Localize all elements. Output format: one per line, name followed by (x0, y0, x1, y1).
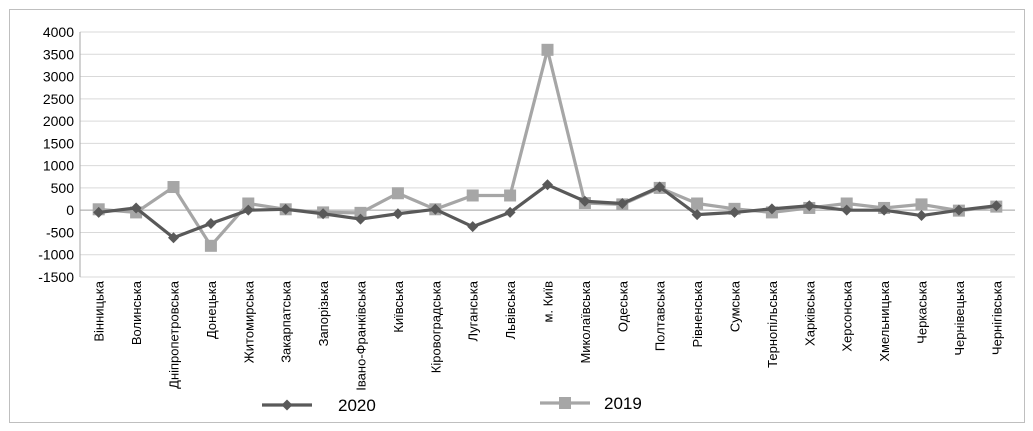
chart-frame (9, 9, 1025, 423)
x-tick-label: Донецька (204, 280, 219, 339)
data-point-2020 (317, 208, 329, 220)
legend-item-2019: 2019 (540, 394, 642, 413)
data-point-2020 (654, 181, 666, 193)
y-tick-label: 2500 (43, 91, 74, 107)
data-point-2019 (840, 197, 853, 210)
x-tick-label: Кіровоградська (428, 280, 443, 373)
x-tick-label: Луганська (466, 280, 481, 341)
legend-item-2020: 2020 (262, 396, 376, 415)
data-point-2019 (354, 206, 367, 219)
data-point-2020 (467, 221, 479, 233)
x-tick-label: Миколаївська (578, 280, 593, 363)
y-tick-label: 0 (66, 202, 74, 218)
gridlines (80, 31, 1015, 278)
data-point-2020 (429, 203, 441, 215)
x-tick-label: Тернопільська (765, 280, 780, 368)
x-tick-label: Київська (391, 280, 406, 332)
x-tick-label: Вінницька (92, 280, 107, 341)
data-point-2019 (691, 197, 704, 210)
y-tick-label: 4000 (43, 24, 74, 40)
y-tick-label: 500 (51, 180, 75, 196)
x-tick-label: Хмельницька (877, 280, 892, 361)
data-point-2020 (990, 200, 1002, 212)
y-tick-label: -1000 (38, 247, 74, 263)
data-point-2020 (616, 198, 628, 209)
series-line-2020 (98, 183, 997, 240)
x-tick-label: Запорізька (316, 280, 331, 346)
y-tick-label: -500 (46, 224, 74, 240)
x-tick-label: Рівненська (690, 280, 705, 347)
data-point-2019 (242, 197, 255, 210)
data-point-2020 (355, 213, 366, 225)
x-tick-label: Житомирська (241, 280, 256, 363)
data-point-2020 (542, 179, 553, 191)
x-tick-label: Харківська (802, 280, 817, 346)
x-tick-label: Дніпропетровська (167, 280, 182, 389)
data-point-2019 (466, 189, 479, 202)
data-point-2020 (242, 204, 254, 216)
x-tick-label: Івано-Франківська (354, 280, 369, 390)
x-tick-label: Сумська (728, 280, 743, 332)
data-point-2020 (392, 208, 404, 220)
x-tick-label: Львівська (503, 280, 518, 339)
y-axis: -1500 -1000 -500 0 500 1000 1500 2000 2500 3000 35… (38, 24, 81, 285)
data-point-2020 (579, 195, 591, 207)
x-tick-label: Волинська (129, 280, 144, 345)
data-point-2020 (168, 232, 179, 244)
data-point-2019 (915, 198, 928, 211)
x-tick-label: Чернігівська (989, 280, 1004, 355)
data-point-2020 (803, 200, 815, 212)
data-point-2019 (204, 239, 217, 252)
data-point-2019 (391, 187, 404, 200)
x-tick-label: Чернівецька (952, 280, 967, 355)
legend-label: 2019 (604, 394, 642, 413)
data-point-2020 (93, 206, 105, 218)
data-point-2020 (280, 203, 292, 215)
data-point-2020 (766, 203, 778, 215)
data-point-2020 (205, 218, 217, 230)
legend-label: 2020 (338, 396, 376, 415)
legend-swatch-marker (559, 397, 571, 409)
series-group (92, 43, 1003, 252)
x-axis: Вінницька Волинська Дніпропетровська Донець… (80, 209, 1015, 391)
x-tick-label: Херсонська (840, 280, 855, 351)
y-tick-label: 3500 (43, 46, 74, 62)
data-point-2019 (504, 189, 517, 202)
x-tick-label: м. Київ (541, 281, 556, 323)
y-tick-label: 1000 (43, 158, 74, 174)
data-point-2020 (130, 202, 142, 214)
data-point-2020 (916, 210, 927, 222)
legend-swatch-marker (281, 399, 293, 411)
data-point-2020 (878, 204, 890, 216)
data-point-2020 (691, 209, 703, 221)
y-tick-label: 2000 (43, 113, 74, 129)
data-point-2020 (953, 204, 965, 216)
data-point-2019 (541, 43, 554, 56)
data-point-2020 (504, 206, 516, 218)
data-point-2019 (167, 181, 180, 194)
y-tick-label: 3000 (43, 69, 74, 85)
y-tick-label: -1500 (38, 269, 74, 285)
data-point-2020 (729, 206, 740, 218)
data-point-2020 (841, 204, 853, 216)
x-tick-label: Черкаська (915, 280, 930, 344)
legend: 2020 2019 (262, 394, 642, 415)
x-tick-label: Полтавська (653, 280, 668, 351)
y-tick-label: 1500 (43, 135, 74, 151)
x-tick-label: Закарпатська (279, 280, 294, 363)
x-tick-label: Одеська (615, 280, 630, 332)
